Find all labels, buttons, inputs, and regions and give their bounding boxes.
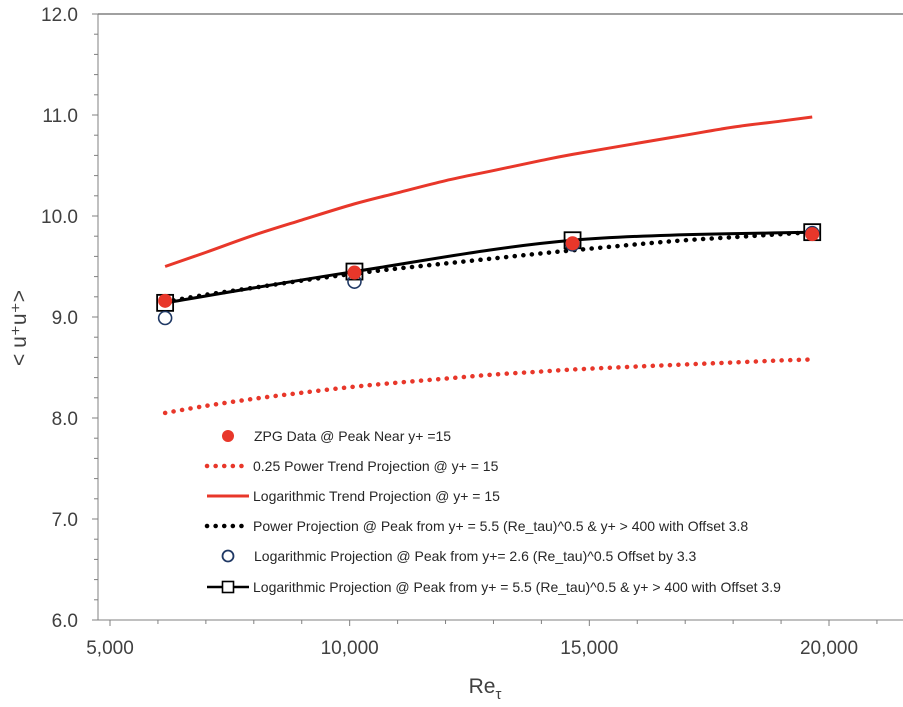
legend-item: 0.25 Power Trend Projection @ y+ = 15 — [204, 458, 499, 474]
legend-symbol — [222, 430, 234, 442]
y-tick-label: 6.0 — [52, 611, 78, 632]
legend-label: 0.25 Power Trend Projection @ y+ = 15 — [253, 458, 499, 474]
y-tick-label: 8.0 — [52, 409, 78, 430]
data-point-filled-circle — [158, 293, 173, 308]
series-line — [162, 229, 815, 305]
series-line — [164, 230, 813, 305]
x-axis-title-subscript: τ — [495, 686, 501, 703]
x-tick-label: 15,000 — [560, 638, 618, 659]
x-tick-label: 10,000 — [321, 638, 379, 659]
x-tick-label: 5,000 — [86, 638, 134, 659]
x-tick-label: 20,000 — [800, 638, 858, 659]
series-4 — [157, 225, 820, 326]
x-axis-title: Reτ — [469, 675, 502, 703]
y-tick-label: 12.0 — [41, 5, 78, 26]
legend-item: ZPG Data @ Peak Near y+ =15 — [222, 428, 451, 444]
series-2 — [164, 115, 813, 268]
legend-symbol — [221, 549, 235, 563]
y-axis-title: < u⁺u⁺> — [8, 290, 31, 366]
y-tick-label: 9.0 — [52, 308, 78, 329]
series-0 — [158, 227, 820, 308]
data-point-open-circle — [157, 310, 173, 326]
y-tick-label: 11.0 — [42, 106, 78, 127]
series-3 — [162, 229, 815, 305]
series-line — [164, 115, 813, 268]
series-layer — [156, 115, 822, 416]
y-tick-label: 10.0 — [41, 207, 78, 228]
axes: 6.0 7.0 8.0 9.0 10.0 11.0 12.0 5,000 10,000 15,00… — [41, 5, 903, 659]
y-tick-label: 7.0 — [52, 510, 78, 531]
legend-label: Logarithmic Trend Projection @ y+ = 15 — [253, 488, 500, 504]
legend-label: Logarithmic Projection @ Peak from y+ = … — [253, 579, 781, 595]
x-axis-title-main: Re — [469, 675, 496, 698]
legend-item: Logarithmic Projection @ Peak from y+ = … — [207, 579, 781, 595]
legend-label: Power Projection @ Peak from y+ = 5.5 (R… — [253, 518, 748, 534]
data-point-filled-circle — [805, 227, 820, 242]
legend-item: Logarithmic Trend Projection @ y+ = 15 — [207, 488, 500, 504]
data-point-filled-circle — [565, 236, 580, 251]
legend-label: ZPG Data @ Peak Near y+ =15 — [254, 428, 451, 444]
data-point-filled-circle — [347, 265, 362, 280]
legend: ZPG Data @ Peak Near y+ =15 0.25 Power Tr… — [204, 428, 781, 595]
legend-label: Logarithmic Projection @ Peak from y+= 2… — [254, 548, 697, 564]
legend-item: Logarithmic Projection @ Peak from y+= 2… — [221, 548, 697, 564]
series-1 — [162, 357, 815, 416]
legend-symbol — [221, 580, 235, 594]
legend-item: Power Projection @ Peak from y+ = 5.5 (R… — [204, 518, 748, 534]
series-line — [162, 357, 815, 416]
